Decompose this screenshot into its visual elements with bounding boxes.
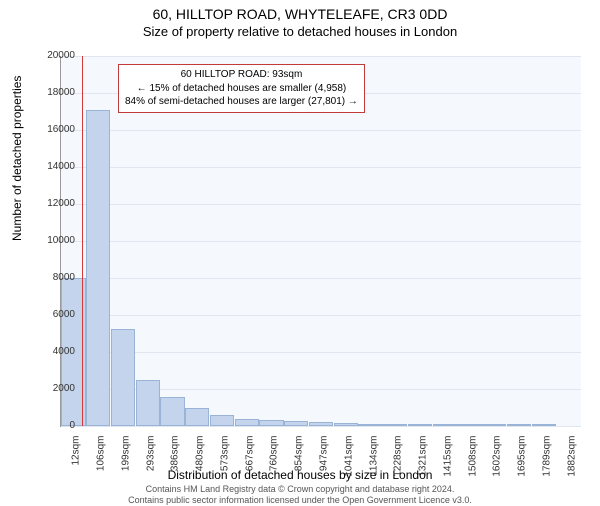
x-tick-label: 386sqm: [170, 436, 181, 486]
annotation-line: 60 HILLTOP ROAD: 93sqm: [125, 68, 358, 82]
x-tick-label: 947sqm: [319, 436, 330, 486]
histogram-bar: [210, 415, 234, 426]
x-tick-label: 1041sqm: [343, 436, 354, 486]
histogram-bar: [433, 424, 457, 426]
gridline: [61, 315, 581, 316]
x-tick-label: 480sqm: [195, 436, 206, 486]
x-tick-label: 760sqm: [269, 436, 280, 486]
gridline: [61, 278, 581, 279]
x-tick-label: 1789sqm: [541, 436, 552, 486]
x-tick-label: 667sqm: [244, 436, 255, 486]
footer-line-1: Contains HM Land Registry data © Crown c…: [0, 484, 600, 494]
x-tick-label: 1134sqm: [368, 436, 379, 486]
x-tick-label: 1602sqm: [492, 436, 503, 486]
histogram-bar: [358, 424, 382, 426]
annotation-box: 60 HILLTOP ROAD: 93sqm← 15% of detached …: [118, 64, 365, 113]
y-tick-label: 6000: [35, 309, 75, 320]
y-axis-label: Number of detached properties: [10, 76, 24, 241]
chart-title-main: 60, HILLTOP ROAD, WHYTELEAFE, CR3 0DD: [0, 6, 600, 22]
y-tick-label: 14000: [35, 161, 75, 172]
histogram-bar: [160, 397, 184, 426]
gridline: [61, 167, 581, 168]
x-tick-label: 1508sqm: [467, 436, 478, 486]
gridline: [61, 130, 581, 131]
property-marker-line: [82, 56, 83, 426]
gridline: [61, 241, 581, 242]
histogram-bar: [309, 422, 333, 426]
histogram-bar: [136, 380, 160, 426]
gridline: [61, 56, 581, 57]
x-tick-label: 293sqm: [145, 436, 156, 486]
histogram-bar: [86, 110, 110, 426]
x-tick-label: 1882sqm: [566, 436, 577, 486]
histogram-bar: [259, 420, 283, 426]
histogram-bar: [185, 408, 209, 426]
histogram-bar: [235, 419, 259, 426]
histogram-bar: [383, 424, 407, 426]
histogram-bar: [457, 424, 481, 426]
y-tick-label: 16000: [35, 124, 75, 135]
chart-title-sub: Size of property relative to detached ho…: [0, 24, 600, 39]
y-tick-label: 4000: [35, 346, 75, 357]
x-tick-label: 1321sqm: [418, 436, 429, 486]
x-tick-label: 1415sqm: [442, 436, 453, 486]
x-tick-label: 199sqm: [120, 436, 131, 486]
x-tick-label: 1695sqm: [517, 436, 528, 486]
histogram-bar: [284, 421, 308, 426]
x-tick-label: 854sqm: [294, 436, 305, 486]
histogram-bar: [111, 329, 135, 426]
x-tick-label: 106sqm: [96, 436, 107, 486]
annotation-line: 84% of semi-detached houses are larger (…: [125, 95, 358, 109]
y-tick-label: 20000: [35, 50, 75, 61]
gridline: [61, 204, 581, 205]
gridline: [61, 426, 581, 427]
histogram-bar: [334, 423, 358, 426]
y-tick-label: 18000: [35, 87, 75, 98]
y-tick-label: 12000: [35, 198, 75, 209]
y-tick-label: 2000: [35, 383, 75, 394]
histogram-bar: [482, 424, 506, 426]
histogram-bar: [507, 424, 531, 426]
x-tick-label: 573sqm: [219, 436, 230, 486]
y-tick-label: 0: [35, 420, 75, 431]
x-tick-label: 1228sqm: [393, 436, 404, 486]
x-tick-label: 12sqm: [71, 436, 82, 486]
y-tick-label: 8000: [35, 272, 75, 283]
y-tick-label: 10000: [35, 235, 75, 246]
annotation-line: ← 15% of detached houses are smaller (4,…: [125, 82, 358, 96]
histogram-bar: [408, 424, 432, 426]
footer-attribution: Contains HM Land Registry data © Crown c…: [0, 484, 600, 505]
gridline: [61, 352, 581, 353]
histogram-bar: [532, 424, 556, 426]
